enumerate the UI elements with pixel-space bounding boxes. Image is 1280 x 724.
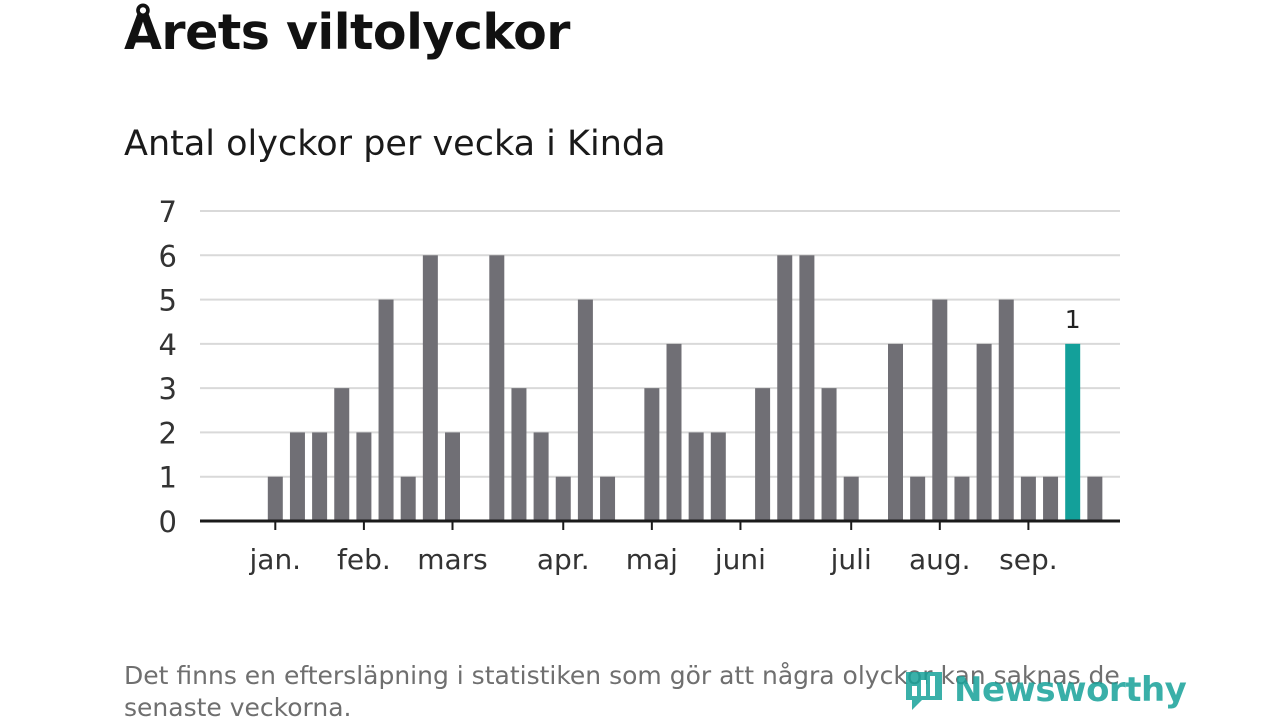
bar (267, 476, 283, 521)
bar (422, 255, 438, 522)
bar (1087, 476, 1103, 521)
bar (710, 432, 726, 521)
bar-highlight (1065, 343, 1081, 521)
bar (1043, 476, 1059, 521)
bar (910, 476, 926, 521)
y-tick-label: 1 (159, 461, 177, 495)
bar (334, 388, 350, 521)
bar (777, 255, 793, 522)
bar (998, 299, 1014, 521)
bar (688, 432, 704, 521)
y-tick-label: 5 (159, 284, 177, 318)
bar-chart: 0 1 2 3 4 5 6 7 1 jan. feb. mars apr. maj juni juli aug.… (159, 195, 1120, 576)
y-tick-label: 2 (159, 416, 177, 450)
bar (312, 432, 328, 521)
data-label: 1 (1065, 305, 1081, 334)
bar (976, 343, 992, 521)
x-tick-label: aug. (909, 543, 971, 576)
bar (489, 255, 505, 522)
bar (821, 388, 837, 521)
bar (932, 299, 948, 521)
y-tick-label: 6 (159, 239, 177, 273)
bar (555, 476, 571, 521)
bar (755, 388, 771, 521)
x-tick-label: mars (417, 543, 488, 576)
bar (888, 343, 903, 521)
bar (644, 388, 660, 521)
bar (511, 388, 527, 521)
newsworthy-logo-icon (906, 672, 942, 710)
x-tick-label: feb. (337, 543, 391, 576)
y-tick-label: 3 (159, 372, 177, 406)
y-tick-label: 0 (159, 505, 177, 539)
chart-subtitle: Antal olyckor per vecka i Kinda (124, 124, 666, 164)
x-tick-label: juli (830, 543, 872, 576)
bar (378, 299, 394, 521)
y-tick-label: 4 (159, 328, 177, 362)
bar (843, 476, 859, 521)
x-tick-label: juni (714, 543, 766, 576)
bar (577, 299, 593, 521)
bar (666, 343, 682, 521)
bar (600, 476, 616, 521)
x-tick-label: jan. (249, 543, 302, 576)
footnote: Det finns en eftersläpning i statistiken… (124, 661, 1120, 722)
bar (445, 432, 460, 521)
brand-name: Newsworthy (954, 670, 1187, 710)
brand-logo: Newsworthy (902, 668, 1187, 712)
bar (356, 432, 372, 521)
chart-title: Årets viltolyckor (124, 4, 570, 61)
bar (533, 432, 549, 521)
bar (1020, 476, 1036, 521)
bar (799, 255, 815, 522)
x-tick-label: sep. (999, 543, 1058, 576)
x-tick-label: maj (626, 543, 678, 576)
bar (400, 476, 416, 521)
y-tick-label: 7 (159, 195, 177, 229)
x-tick-label: apr. (537, 543, 590, 576)
bar (289, 432, 305, 521)
bar (954, 476, 970, 521)
